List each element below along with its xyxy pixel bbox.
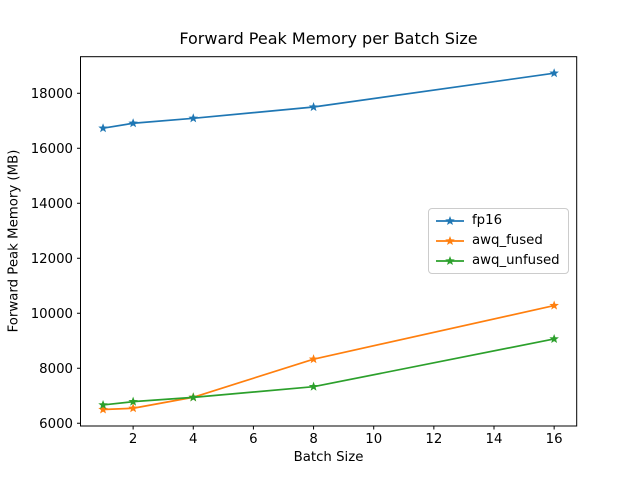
legend-label: awq_fused [472, 233, 543, 248]
series-awq_unfused [98, 333, 559, 410]
legend-label: awq_unfused [472, 253, 560, 268]
svg-text:12: 12 [425, 432, 442, 447]
x-axis-label: Batch Size [293, 450, 364, 465]
y-axis-label: Forward Peak Memory (MB) [6, 149, 22, 333]
svg-text:14: 14 [486, 432, 503, 447]
axes-spines [80, 56, 578, 427]
line-star-marker-icon [436, 236, 464, 246]
line-star-marker-icon [436, 256, 464, 266]
svg-text:16: 16 [546, 432, 563, 447]
svg-text:10: 10 [365, 432, 382, 447]
legend-item-awq-fused: awq_fused [435, 234, 564, 248]
svg-text:8000: 8000 [39, 362, 73, 377]
y-axis-ticks: 6000 8000 10000 12000 14000 16000 18000 [31, 87, 81, 432]
svg-text:14000: 14000 [31, 197, 73, 212]
svg-text:6000: 6000 [39, 417, 73, 432]
legend-item-awq-unfused: awq_unfused [435, 254, 564, 268]
svg-text:8: 8 [309, 432, 317, 447]
svg-text:10000: 10000 [31, 307, 73, 322]
svg-text:4: 4 [189, 432, 197, 447]
legend-label: fp16 [472, 213, 503, 228]
line-star-marker-icon [436, 216, 464, 226]
legend: fp16 awq_fused awq_unfused [428, 208, 569, 274]
series-awq_fused [98, 300, 559, 414]
chart-title: Forward Peak Memory per Batch Size [179, 29, 478, 48]
legend-item-fp16: fp16 [435, 214, 564, 228]
svg-text:2: 2 [129, 432, 137, 447]
svg-text:18000: 18000 [31, 87, 73, 102]
svg-text:12000: 12000 [31, 252, 73, 267]
svg-text:6: 6 [249, 432, 257, 447]
series-fp16 [98, 68, 559, 133]
svg-text:16000: 16000 [31, 142, 73, 157]
x-axis-ticks: 2 4 6 8 10 12 14 16 [129, 426, 563, 447]
